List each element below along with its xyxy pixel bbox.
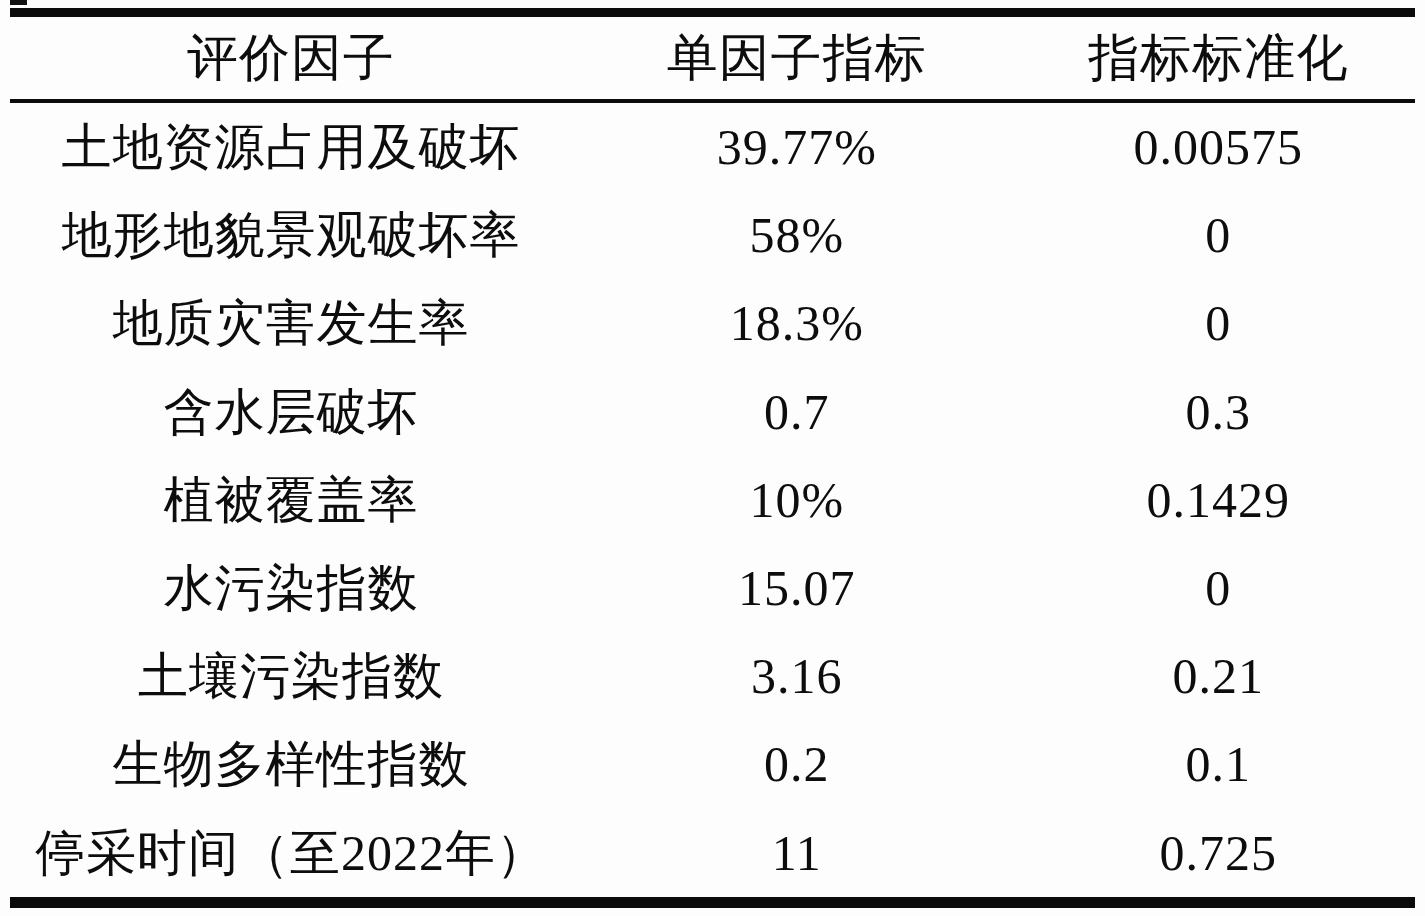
header-standardized: 指标标准化 xyxy=(1022,33,1415,84)
standardized-cell: 0.1 xyxy=(1022,739,1415,789)
indicator-cell: 18.3% xyxy=(572,298,1022,348)
table-row: 水污染指数 15.07 0 xyxy=(10,544,1415,632)
table-row: 土地资源占用及破坏 39.77% 0.00575 xyxy=(10,103,1415,191)
header-indicator: 单因子指标 xyxy=(572,33,1022,84)
indicator-cell: 39.77% xyxy=(572,122,1022,172)
indicator-cell: 15.07 xyxy=(572,563,1022,613)
indicator-cell: 11 xyxy=(572,828,1022,878)
table-row: 植被覆盖率 10% 0.1429 xyxy=(10,456,1415,544)
standardized-cell: 0.00575 xyxy=(1022,122,1415,172)
standardized-cell: 0.21 xyxy=(1022,651,1415,701)
indicator-cell: 58% xyxy=(572,210,1022,260)
evaluation-factor-table: 评价因子 单因子指标 指标标准化 土地资源占用及破坏 39.77% 0.0057… xyxy=(10,8,1415,908)
standardized-cell: 0 xyxy=(1022,563,1415,613)
standardized-cell: 0 xyxy=(1022,210,1415,260)
standardized-cell: 0.725 xyxy=(1022,828,1415,878)
table-row: 土壤污染指数 3.16 0.21 xyxy=(10,632,1415,720)
factor-cell: 地质灾害发生率 xyxy=(10,298,572,348)
indicator-cell: 3.16 xyxy=(572,651,1022,701)
indicator-cell: 10% xyxy=(572,475,1022,525)
factor-cell: 植被覆盖率 xyxy=(10,475,572,525)
table-row: 生物多样性指数 0.2 0.1 xyxy=(10,720,1415,808)
indicator-cell: 0.2 xyxy=(572,739,1022,789)
header-factor: 评价因子 xyxy=(10,33,572,84)
table-row: 停采时间（至2022年） 11 0.725 xyxy=(10,809,1415,897)
standardized-cell: 0.1429 xyxy=(1022,475,1415,525)
factor-cell: 地形地貌景观破坏率 xyxy=(10,210,572,260)
table-row: 地形地貌景观破坏率 58% 0 xyxy=(10,191,1415,279)
indicator-cell: 0.7 xyxy=(572,387,1022,437)
factor-cell: 停采时间（至2022年） xyxy=(10,828,572,878)
table-header-row: 评价因子 单因子指标 指标标准化 xyxy=(10,17,1415,103)
factor-cell: 含水层破坏 xyxy=(10,387,572,437)
factor-cell: 生物多样性指数 xyxy=(10,739,572,789)
factor-cell: 土地资源占用及破坏 xyxy=(10,122,572,172)
factor-cell: 土壤污染指数 xyxy=(10,651,572,701)
table-row: 含水层破坏 0.7 0.3 xyxy=(10,368,1415,456)
scan-artifact xyxy=(10,0,27,5)
factor-cell: 水污染指数 xyxy=(10,563,572,613)
standardized-cell: 0.3 xyxy=(1022,387,1415,437)
standardized-cell: 0 xyxy=(1022,298,1415,348)
table-row: 地质灾害发生率 18.3% 0 xyxy=(10,279,1415,367)
